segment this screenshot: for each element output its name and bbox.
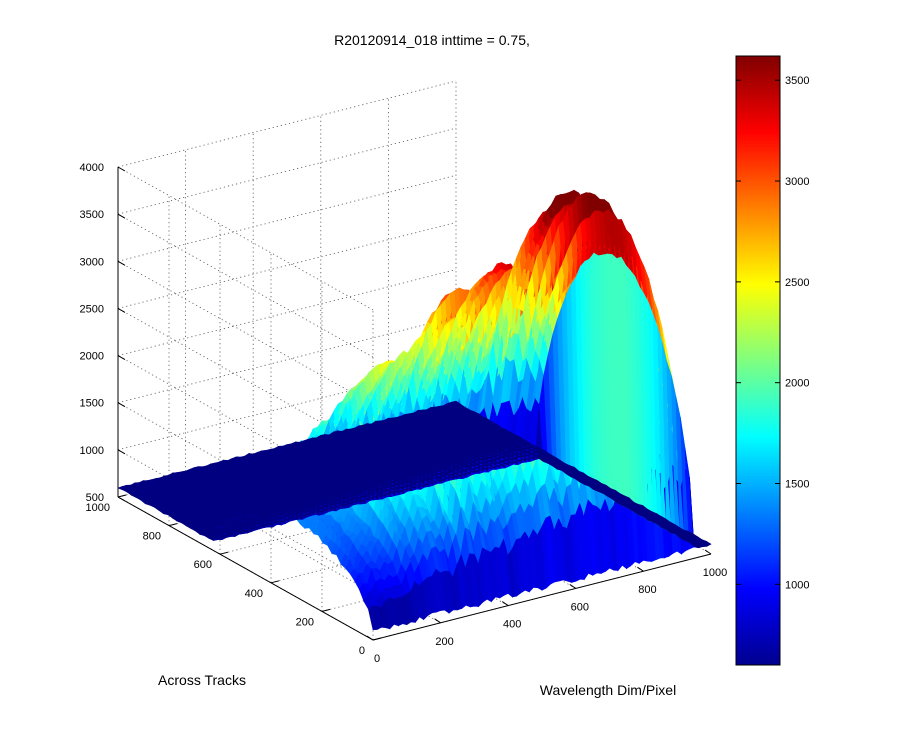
z-tick-label: 1000 <box>80 445 104 457</box>
y-tick-label: 200 <box>296 616 314 628</box>
grid-line <box>117 80 457 168</box>
z-tick-label: 2000 <box>80 351 104 363</box>
grid-line <box>117 355 374 499</box>
grid-line <box>117 213 374 358</box>
grid-line <box>117 308 374 452</box>
x-tick-label: 0 <box>374 653 380 665</box>
colorbar-tick-label: 1500 <box>785 479 809 491</box>
colorbar-gradient <box>735 55 781 666</box>
z-tick-label: 1500 <box>80 398 104 410</box>
z-tick-label: 3500 <box>80 209 104 221</box>
x-tick-label: 800 <box>638 584 656 596</box>
grid-line <box>117 402 374 547</box>
grid-line <box>117 166 374 311</box>
x-tick-label: 600 <box>571 601 589 613</box>
colorbar-tick-label: 2000 <box>785 378 809 390</box>
y-tick-label: 800 <box>143 531 161 543</box>
x-tick-label: 200 <box>435 636 453 648</box>
grid-line <box>117 222 457 309</box>
x-tick-label: 400 <box>503 619 521 631</box>
colorbar-tick-label: 3500 <box>785 75 809 87</box>
z-tick-label: 4000 <box>80 162 104 174</box>
grid-line <box>117 174 457 262</box>
grid-line <box>117 127 457 215</box>
y-tick-label: 1000 <box>86 502 110 514</box>
y-tick-label: 400 <box>245 588 263 600</box>
y-tick-label: 600 <box>194 559 212 571</box>
z-tick-label: 2500 <box>80 303 104 315</box>
colorbar-tick-label: 1000 <box>785 579 809 591</box>
z-tick-label: 3000 <box>80 256 104 268</box>
y-axis-label: Across Tracks <box>158 672 246 688</box>
colorbar-tick-label: 3000 <box>785 176 809 188</box>
grid-line <box>117 260 374 405</box>
y-tick-label: 0 <box>359 645 365 657</box>
x-axis-label: Wavelength Dim/Pixel <box>540 682 676 698</box>
grid-line <box>117 449 374 594</box>
surface-mesh <box>117 189 712 631</box>
colorbar-tick-label: 2500 <box>785 277 809 289</box>
chart-title: R20120914_018 inttime = 0.75, <box>334 32 530 48</box>
grid-line <box>117 316 457 404</box>
grid-line <box>117 269 457 356</box>
x-tick-label: 1000 <box>703 567 727 579</box>
